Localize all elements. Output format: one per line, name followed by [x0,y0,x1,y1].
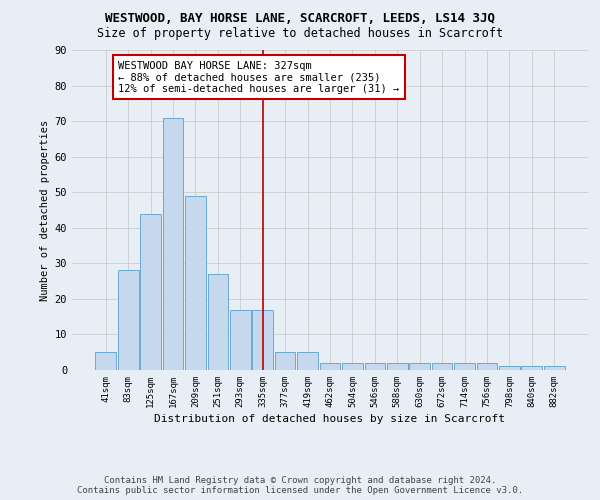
Text: Contains HM Land Registry data © Crown copyright and database right 2024.
Contai: Contains HM Land Registry data © Crown c… [77,476,523,495]
Bar [454,363,475,370]
Bar [320,363,340,370]
Text: WESTWOOD, BAY HORSE LANE, SCARCROFT, LEEDS, LS14 3JQ: WESTWOOD, BAY HORSE LANE, SCARCROFT, LEE… [105,12,495,26]
Bar [342,363,363,370]
Bar [432,363,452,370]
X-axis label: Distribution of detached houses by size in Scarcroft: Distribution of detached houses by size … [155,414,505,424]
Bar [521,366,542,370]
Bar [163,118,184,370]
Bar [275,352,295,370]
Text: WESTWOOD BAY HORSE LANE: 327sqm
← 88% of detached houses are smaller (235)
12% o: WESTWOOD BAY HORSE LANE: 327sqm ← 88% of… [118,60,400,94]
Bar [297,352,318,370]
Y-axis label: Number of detached properties: Number of detached properties [40,120,50,300]
Bar [409,363,430,370]
Bar [544,366,565,370]
Bar [185,196,206,370]
Text: Size of property relative to detached houses in Scarcroft: Size of property relative to detached ho… [97,28,503,40]
Bar [95,352,116,370]
Bar [499,366,520,370]
Bar [387,363,407,370]
Bar [208,274,228,370]
Bar [230,310,251,370]
Bar [253,310,273,370]
Bar [118,270,139,370]
Bar [140,214,161,370]
Bar [365,363,385,370]
Bar [476,363,497,370]
